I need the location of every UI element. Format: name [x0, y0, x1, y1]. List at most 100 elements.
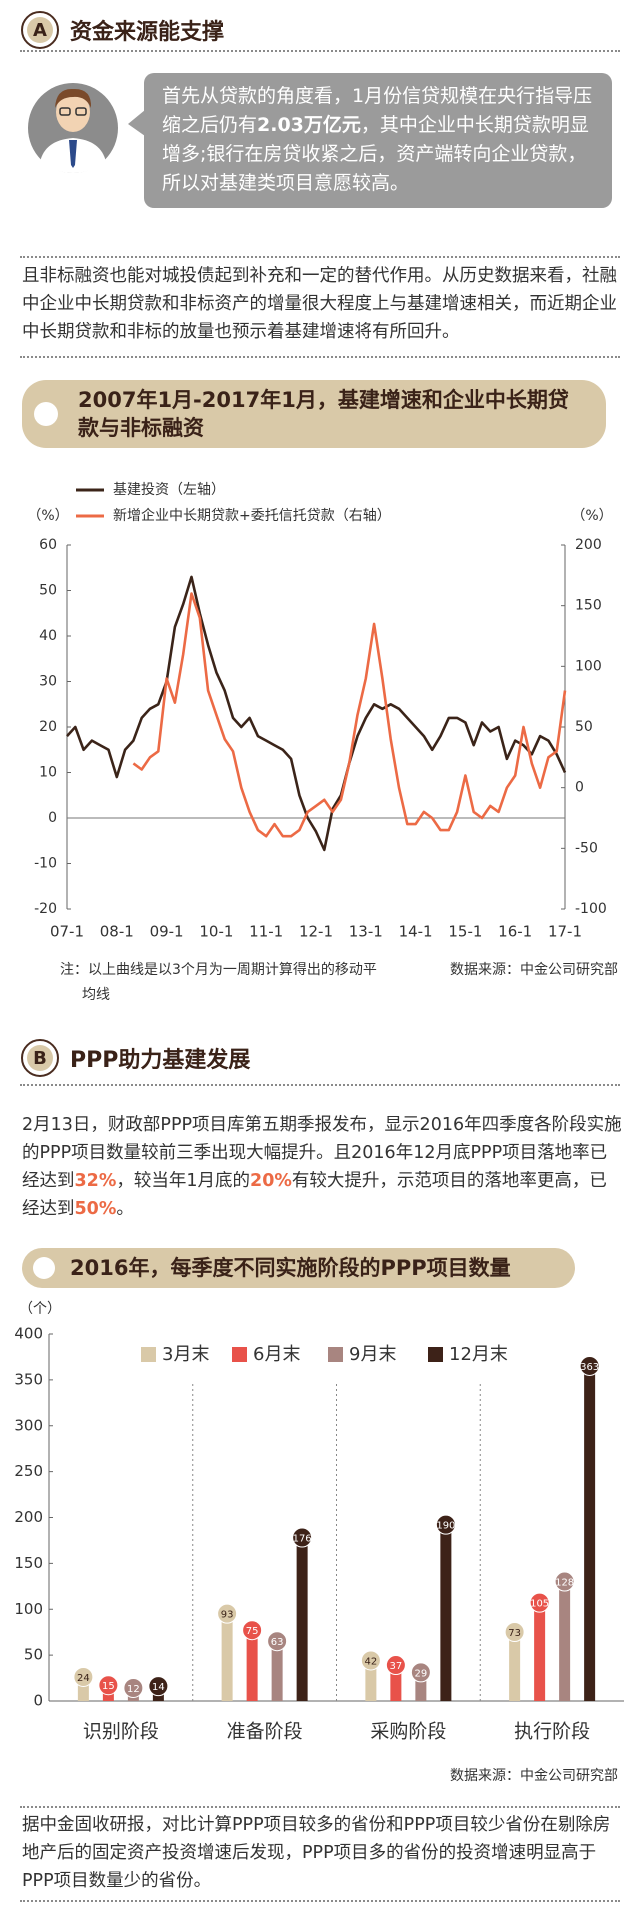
- chart-title: 2016年，每季度不同实施阶段的PPP项目数量: [70, 1256, 511, 1280]
- y-unit: （个）: [19, 1301, 61, 1317]
- section-title: PPP助力基建发展: [70, 1048, 251, 1073]
- bar: [559, 1583, 571, 1701]
- divider: [20, 1084, 620, 1086]
- y-tick-label: 50: [24, 1646, 43, 1664]
- x-tick-label: 07-1: [50, 923, 84, 941]
- x-tick-label: 17-1: [548, 923, 582, 941]
- bar: [534, 1604, 546, 1701]
- badge-letter: A: [33, 20, 47, 41]
- divider: [20, 356, 620, 358]
- y2-tick-label: 0: [575, 780, 584, 796]
- legend-label: 新增企业中长期贷款+委托信托贷款（右轴）: [113, 507, 391, 524]
- y-tick-label: 50: [39, 583, 57, 599]
- y2-tick-label: 150: [575, 598, 602, 614]
- value-badge: [217, 1603, 238, 1624]
- x-tick-label: 采购阶段: [370, 1721, 446, 1743]
- value-badge: [242, 1620, 263, 1641]
- y-tick-label: 150: [14, 1554, 43, 1572]
- paragraph: 且非标融资也能对城投债起到补充和一定的替代作用。从历史数据来看，社融中企业中长期…: [22, 266, 617, 342]
- bar: [271, 1643, 283, 1701]
- bar: [127, 1689, 139, 1701]
- bar: [77, 1678, 89, 1701]
- divider: [20, 50, 620, 52]
- value-badge: [73, 1666, 94, 1687]
- y-tick-label: 0: [48, 810, 57, 826]
- highlight: 50%: [74, 1199, 117, 1219]
- value-label: 12: [127, 1684, 140, 1695]
- value-label: 363: [580, 1362, 599, 1373]
- value-badge: [148, 1676, 169, 1697]
- y-tick-label: -20: [34, 901, 57, 917]
- paragraph: 据中金固收研报，对比计算PPP项目较多的省份和PPP项目较少省份在剔除房地产后的…: [22, 1815, 611, 1891]
- legend-label: 基建投资（左轴）: [113, 481, 225, 498]
- value-badge: [292, 1527, 313, 1548]
- avatar-hair: [55, 88, 92, 108]
- bubble-pointer: [128, 110, 145, 136]
- legend-label: 6月末: [253, 1344, 300, 1365]
- legend-label: 3月末: [162, 1344, 209, 1365]
- avatar-body: [40, 138, 106, 173]
- highlight: 32%: [74, 1171, 117, 1191]
- avatar-face: [56, 92, 90, 132]
- bar: [440, 1526, 452, 1701]
- value-label: 93: [221, 1610, 234, 1621]
- y2-tick-label: -50: [575, 840, 598, 856]
- value-label: 190: [436, 1521, 455, 1532]
- y-tick-label: 60: [39, 537, 57, 553]
- value-badge: [435, 1514, 456, 1535]
- line-series: [66, 575, 567, 852]
- text: 有较大提升，示范项目的落地率更高，已经达到: [22, 1171, 607, 1219]
- text: ，较当年1月底的: [116, 1171, 251, 1191]
- badge-inner: [27, 17, 53, 43]
- value-badge: [123, 1677, 144, 1698]
- x-tick-label: 执行阶段: [514, 1721, 590, 1743]
- x-tick-label: 16-1: [498, 923, 532, 941]
- y2-tick-label: 200: [575, 537, 602, 553]
- line-series: [132, 592, 567, 838]
- x-tick-label: 识别阶段: [83, 1721, 159, 1743]
- x-tick-label: 14-1: [399, 923, 433, 941]
- y-tick-label: 40: [39, 628, 57, 644]
- legend-swatch: [328, 1347, 343, 1362]
- divider: [20, 1900, 620, 1902]
- bar: [152, 1688, 164, 1701]
- value-label: 24: [77, 1673, 90, 1684]
- y-tick-label: 400: [14, 1325, 43, 1343]
- avatar-glasses: [59, 107, 71, 116]
- y2-tick-label: 50: [575, 719, 593, 735]
- y-unit: （%）: [27, 508, 68, 524]
- avatar-tie: [69, 140, 77, 168]
- bar: [584, 1367, 596, 1701]
- y2-unit: （%）: [571, 508, 612, 524]
- value-label: 15: [102, 1681, 115, 1692]
- x-tick-label: 13-1: [349, 923, 383, 941]
- value-badge: [360, 1650, 381, 1671]
- x-tick-label: 09-1: [150, 923, 184, 941]
- highlight: 2.03万亿元: [257, 114, 361, 136]
- highlight: 20%: [250, 1171, 292, 1191]
- legend-swatch: [141, 1347, 156, 1362]
- legend-swatch: [232, 1347, 247, 1362]
- legend-label: 9月末: [349, 1344, 396, 1365]
- value-badge: [410, 1662, 431, 1683]
- avatar-glasses: [75, 107, 87, 116]
- y-tick-label: 100: [14, 1600, 43, 1618]
- value-badge: [529, 1592, 550, 1613]
- avatar: [28, 83, 118, 173]
- value-label: 42: [365, 1656, 378, 1667]
- y-tick-label: 350: [14, 1370, 43, 1388]
- value-label: 29: [415, 1668, 428, 1679]
- y-tick-label: 300: [14, 1416, 43, 1434]
- y-tick-label: 200: [14, 1508, 43, 1526]
- x-tick-label: 12-1: [299, 923, 333, 941]
- divider: [20, 256, 620, 258]
- divider: [20, 1806, 620, 1808]
- bar: [221, 1615, 233, 1701]
- value-badge: [385, 1655, 406, 1676]
- y2-tick-label: 100: [575, 658, 602, 674]
- chart-title: 2007年1月-2017年1月，基建增速和企业中长期贷款与非标融资: [78, 388, 569, 440]
- legend-swatch: [428, 1347, 443, 1362]
- value-badge: [267, 1631, 288, 1652]
- bar: [509, 1634, 521, 1701]
